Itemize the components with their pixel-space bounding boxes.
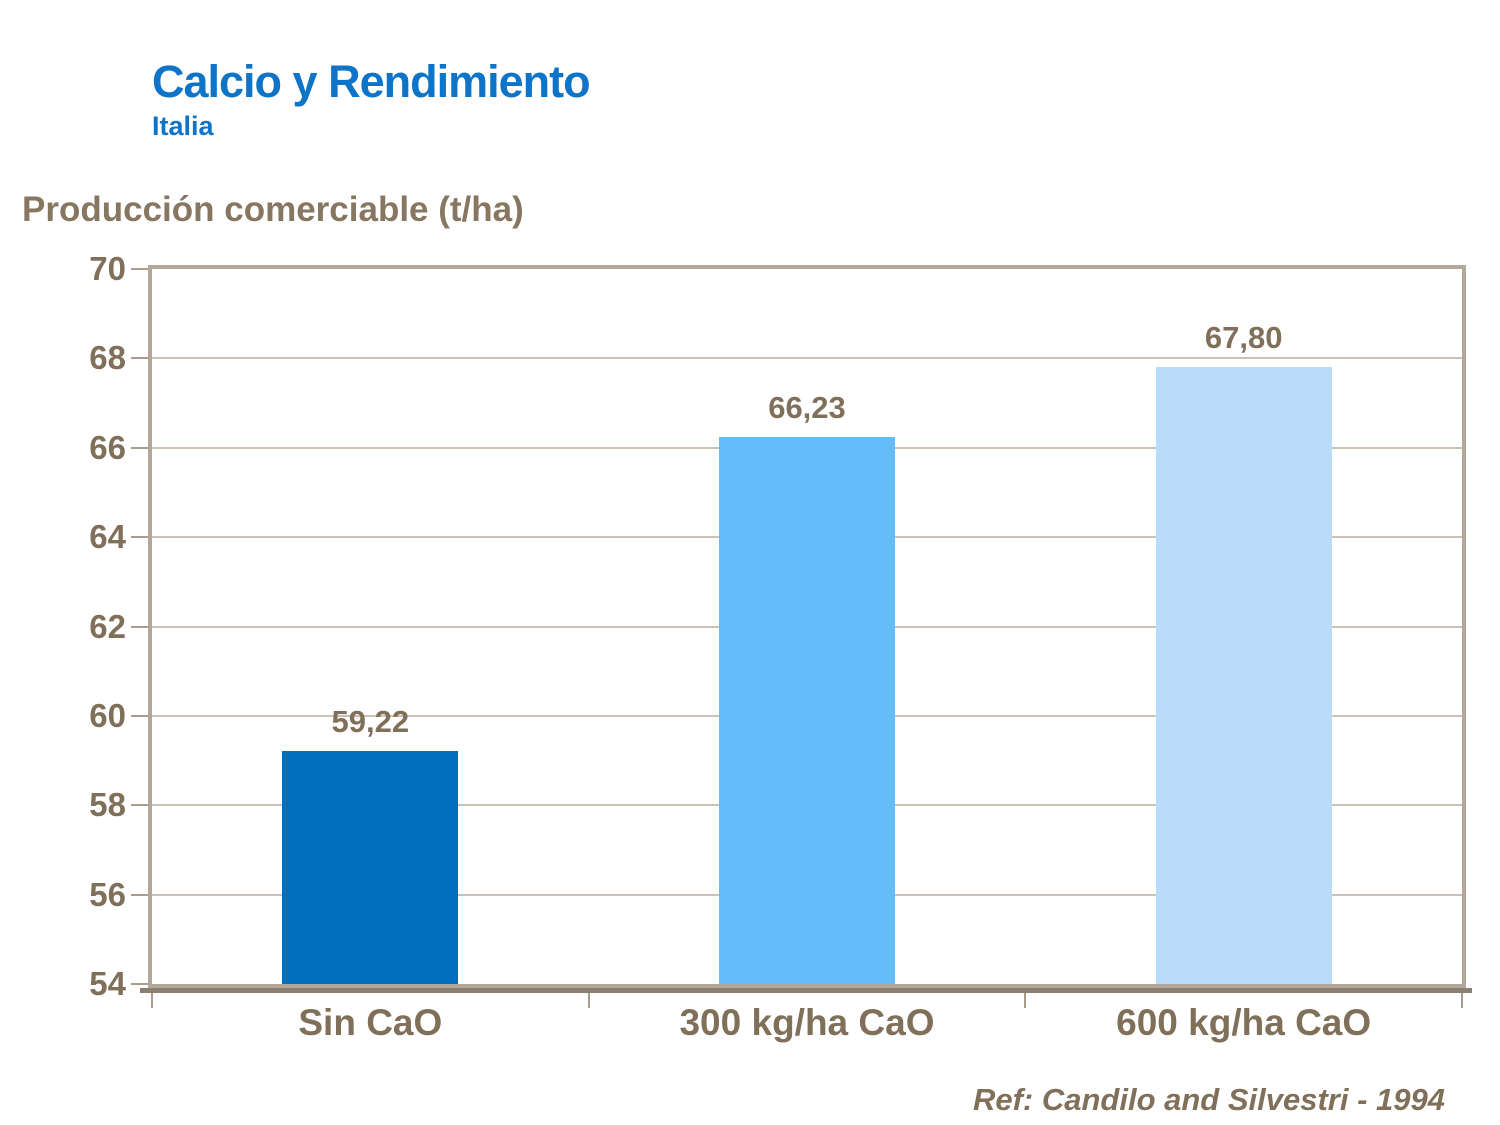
- bar-value-label: 59,22: [331, 703, 410, 739]
- y-tick-label: 58: [89, 786, 126, 824]
- x-tick-mark: [151, 993, 153, 1008]
- bar: [282, 750, 459, 984]
- y-tick-label: 60: [89, 696, 126, 734]
- plot-area: [148, 265, 1466, 988]
- y-tick-label: 64: [89, 518, 126, 556]
- y-tick-label: 68: [89, 339, 126, 377]
- y-tick-mark: [131, 268, 148, 270]
- page-subtitle: Italia: [152, 111, 214, 141]
- x-category-label: 300 kg/ha CaO: [679, 1002, 935, 1043]
- y-tick-label: 56: [89, 875, 126, 913]
- x-tick-mark: [587, 993, 590, 1008]
- y-tick-label: 66: [89, 428, 126, 466]
- reference-text: Ref: Candilo and Silvestri - 1994: [972, 1082, 1445, 1117]
- y-tick-label: 62: [89, 607, 126, 645]
- x-tick-mark: [1024, 993, 1027, 1008]
- y-tick-mark: [131, 536, 148, 539]
- y-tick-mark: [131, 714, 148, 717]
- y-axis-title: Producción comerciable (t/ha): [22, 190, 524, 229]
- bar-value-label: 67,80: [1204, 320, 1283, 356]
- gridline: [152, 357, 1462, 360]
- y-tick-mark: [131, 446, 148, 449]
- y-tick-mark: [131, 625, 148, 628]
- bar-value-label: 66,23: [768, 390, 846, 426]
- bar: [1155, 367, 1332, 984]
- x-tick-mark: [1461, 993, 1463, 1008]
- y-tick-label: 70: [89, 250, 126, 287]
- page-title: Calcio y Rendimiento: [152, 56, 591, 107]
- y-tick-mark: [131, 357, 148, 360]
- y-tick-label: 54: [89, 965, 126, 1002]
- y-tick-mark: [131, 983, 148, 985]
- x-axis-line: [140, 988, 1472, 993]
- y-tick-mark: [131, 804, 148, 807]
- x-category-label: Sin CaO: [298, 1002, 443, 1043]
- x-category-label: 600 kg/ha CaO: [1116, 1002, 1372, 1043]
- bar: [719, 437, 895, 984]
- y-tick-mark: [131, 893, 148, 896]
